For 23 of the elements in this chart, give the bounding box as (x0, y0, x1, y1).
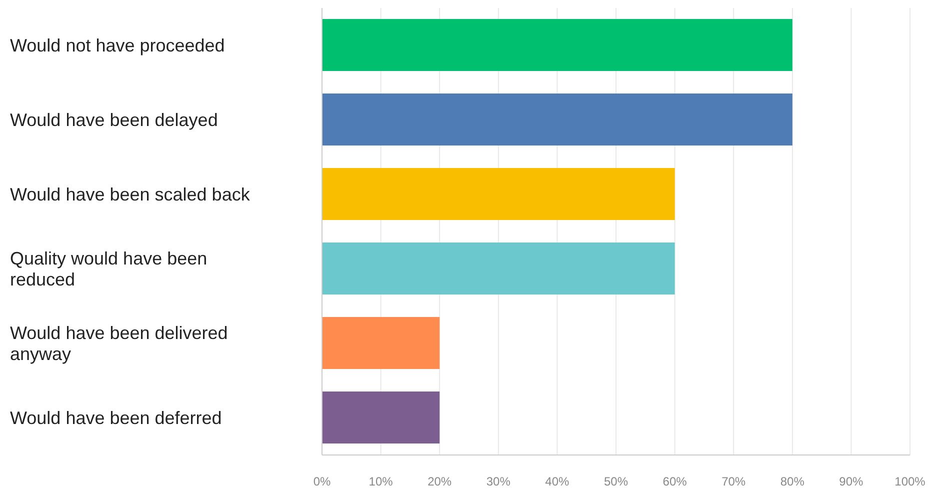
x-tick-label: 10% (368, 474, 394, 489)
y-tick-label: Would have been delivered anyway (10, 322, 228, 364)
y-tick-label: Quality would have been reduced (10, 248, 208, 290)
bar (322, 94, 792, 146)
x-tick-label: 0% (313, 474, 331, 489)
bar (322, 392, 440, 444)
bar (322, 19, 792, 71)
x-tick-label: 100% (894, 474, 926, 489)
x-tick-label: 80% (780, 474, 805, 489)
x-tick-label: 60% (662, 474, 688, 489)
y-tick-label: Would have been deferred (10, 408, 222, 428)
bar (322, 242, 675, 294)
bar (322, 317, 440, 369)
x-tick-label: 30% (486, 474, 511, 489)
y-tick-label: Would not have proceeded (10, 35, 225, 56)
y-tick-label: Would have been delayed (10, 110, 218, 130)
x-tick-label: 70% (722, 474, 746, 489)
bar (322, 168, 675, 220)
x-tick-label: 40% (545, 474, 570, 489)
x-tick-label: 50% (604, 474, 628, 489)
x-tick-label: 90% (839, 474, 864, 489)
y-tick-label: Would have been scaled back (10, 184, 251, 204)
x-tick-label: 20% (428, 474, 452, 489)
